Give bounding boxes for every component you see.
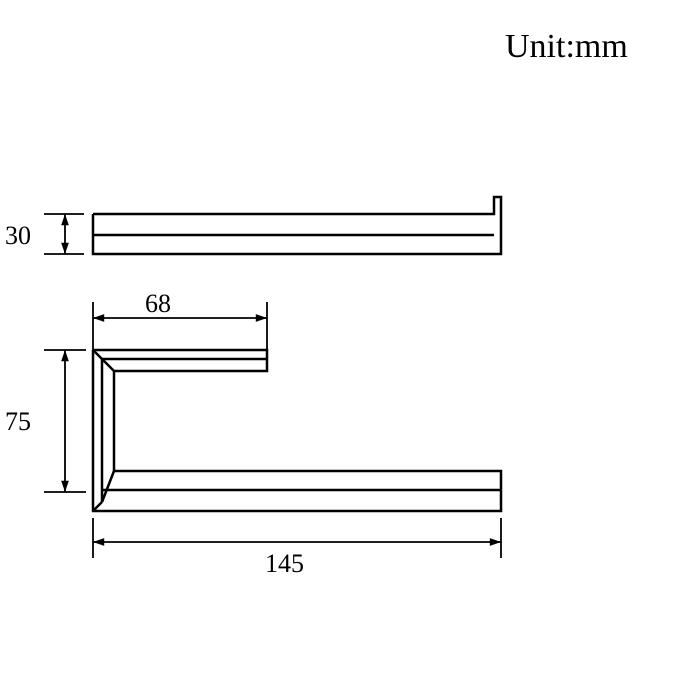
dim-30-label: 30 (5, 221, 31, 250)
dim-145-label: 145 (265, 549, 304, 578)
top-view: 30 (5, 197, 501, 254)
dim-68-label: 68 (145, 289, 171, 318)
technical-drawing: 30 68 75 145 (0, 0, 700, 700)
unit-label: Unit:mm (505, 28, 628, 66)
side-view: 68 75 145 (5, 289, 501, 578)
dim-75-label: 75 (5, 407, 31, 436)
